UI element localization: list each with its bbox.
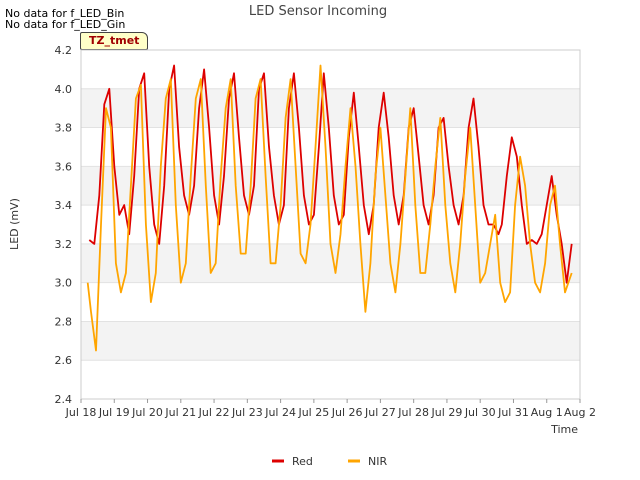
x-tick-label: Jul 29 xyxy=(431,406,463,419)
plot-band xyxy=(81,88,580,128)
series-line-nir xyxy=(86,64,573,352)
x-tick-label: Jul 28 xyxy=(397,406,429,419)
no-data-notice-bin: No data for f_LED_Bin xyxy=(5,7,125,20)
x-tick-label: Jul 18 xyxy=(65,406,97,419)
y-tick-label: 3.6 xyxy=(55,160,73,173)
x-tick-label: Jul 25 xyxy=(297,406,329,419)
x-axis-ticks: Jul 18 Jul 19 Jul 20 Jul 21 Jul 22 Jul 23 Jul … xyxy=(65,399,596,419)
y-tick-label: 2.6 xyxy=(55,354,73,367)
x-tick-label: Jul 31 xyxy=(497,406,529,419)
y-tick-label: 4.2 xyxy=(55,44,73,57)
y-tick-label: 2.8 xyxy=(55,315,73,328)
site-tag: TZ_tmet xyxy=(80,32,149,50)
y-tick-label: 3.2 xyxy=(55,238,73,251)
y-tick-label: 4.0 xyxy=(55,83,73,96)
plot-frame xyxy=(80,49,581,400)
x-tick-label: Jul 30 xyxy=(464,406,496,419)
y-axis-ticks: 2.4 2.6 2.8 3.0 3.2 3.4 3.6 3.8 4.0 4.2 xyxy=(55,44,73,406)
y-tick-label: 3.8 xyxy=(55,122,73,135)
y-axis-label: LED (mV) xyxy=(8,198,21,250)
y-tick-label: 2.4 xyxy=(55,393,73,406)
y-tick-label: 3.0 xyxy=(55,277,73,290)
legend-label-nir: NIR xyxy=(368,455,387,468)
legend: Red NIR xyxy=(272,455,387,468)
x-axis-label: Time xyxy=(550,423,578,436)
plot-band xyxy=(81,243,580,283)
x-tick-label: Aug 2 xyxy=(564,406,596,419)
y-tick-label: 3.4 xyxy=(55,199,73,212)
plot-band xyxy=(81,321,580,361)
chart-title: LED Sensor Incoming xyxy=(249,4,387,19)
no-data-notice-gin: No data for f_LED_Gin xyxy=(5,18,126,31)
x-tick-label: Jul 23 xyxy=(231,406,263,419)
series-layer xyxy=(86,64,573,352)
x-tick-label: Jul 19 xyxy=(98,406,130,419)
x-tick-label: Jul 22 xyxy=(198,406,230,419)
x-tick-label: Jul 20 xyxy=(131,406,163,419)
x-tick-label: Jul 21 xyxy=(164,406,196,419)
x-tick-label: Jul 26 xyxy=(331,406,363,419)
x-tick-label: Jul 27 xyxy=(364,406,396,419)
plot-bands xyxy=(81,88,580,361)
legend-label-red: Red xyxy=(292,455,313,468)
x-tick-label: Aug 1 xyxy=(531,406,563,419)
x-tick-label: Jul 24 xyxy=(264,406,296,419)
